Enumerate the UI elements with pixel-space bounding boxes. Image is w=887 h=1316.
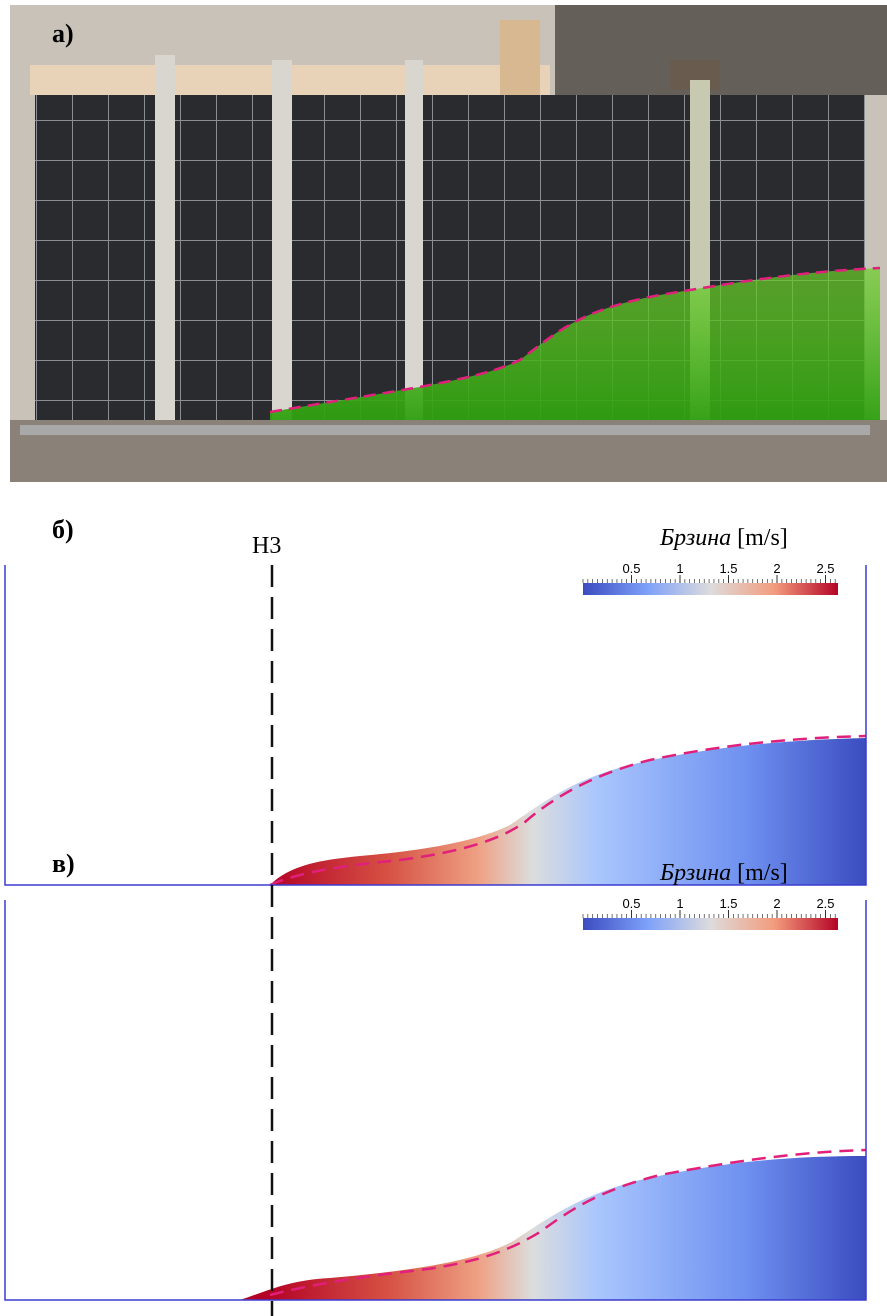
colorbar: [583, 583, 838, 595]
colorbar-title: Брзина [m/s]: [659, 525, 788, 551]
colorbar-unit: [m/s]: [737, 860, 788, 886]
colorbar-tick-label: 2: [773, 561, 780, 576]
colorbar-title-text: Брзина: [659, 860, 731, 886]
colorbar-tick-label: 0.5: [622, 561, 640, 576]
probe-label: Н3: [252, 533, 281, 559]
panel-label: б): [52, 515, 74, 544]
colorbar-tick-label: 1: [676, 561, 683, 576]
figure: а) б) Н3 в) Брзина [m/s] 0.5 1 1.5 2 2.5 Брзин…: [0, 0, 887, 1316]
colorbar-title: Брзина [m/s]: [659, 860, 788, 886]
photo: [10, 5, 887, 482]
colorbar-tick-label: 1.5: [719, 561, 737, 576]
colorbar-tick-label: 2: [773, 896, 780, 911]
colorbar-tick-label: 1: [676, 896, 683, 911]
panel-label: в): [52, 849, 75, 878]
plot-b: [5, 565, 866, 885]
colorbar-tick-label: 0.5: [622, 896, 640, 911]
colorbar-title-text: Брзина: [659, 525, 731, 551]
plot-c: [5, 900, 866, 1300]
colorbar-tick-label: 2.5: [816, 561, 834, 576]
panel-label: а): [52, 19, 74, 48]
colorbar-tick-label: 1.5: [719, 896, 737, 911]
colorbar-unit: [m/s]: [737, 525, 788, 551]
colorbar-tick-label: 2.5: [816, 896, 834, 911]
colorbar: [583, 918, 838, 930]
